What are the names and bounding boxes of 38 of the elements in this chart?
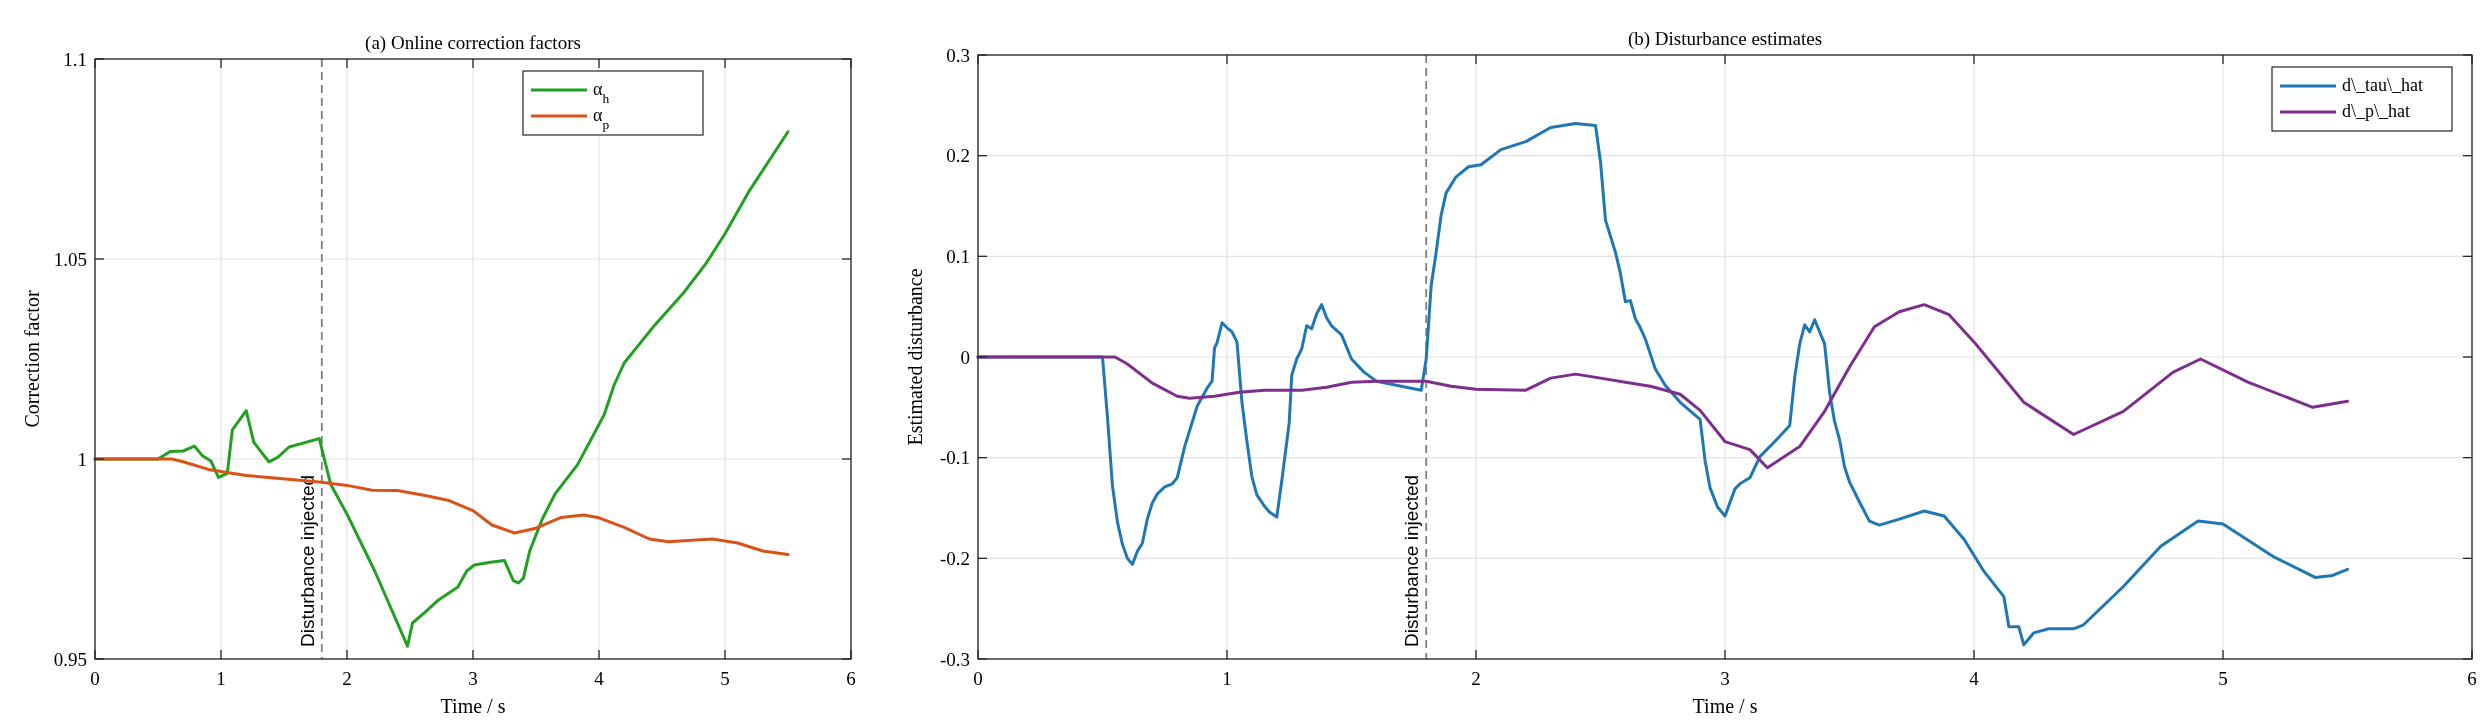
chart-title: (a) Online correction factors [365, 32, 581, 54]
y-tick-label: 0.95 [53, 648, 87, 670]
y-axis-title: Estimated disturbance [904, 268, 926, 446]
y-tick-label: 0.2 [946, 145, 970, 167]
chart-title: (b) Disturbance estimates [1627, 28, 1823, 50]
x-tick-label: 0 [90, 668, 100, 689]
y-tick-label: 1.05 [53, 248, 87, 270]
y-tick-label: 1.1 [63, 48, 87, 70]
y-tick-label: -0.1 [939, 447, 970, 469]
y-tick-label: 0.3 [946, 44, 970, 66]
x-tick-label: 3 [468, 668, 478, 689]
legend-label: α$_{p}$ [593, 105, 610, 132]
legend-label: d\_tau\_hat [2342, 75, 2423, 96]
x-tick-label: 1 [1222, 668, 1232, 689]
x-tick-label: 5 [720, 668, 730, 689]
x-tick-label: 6 [846, 668, 856, 689]
y-tick-label: 0.1 [946, 245, 970, 267]
x-tick-label: 4 [594, 668, 605, 689]
y-tick-label: -0.3 [939, 648, 970, 670]
legend-label: α$_{h}$ [593, 79, 610, 106]
y-tick-label: 1 [77, 448, 87, 470]
x-tick-label: 0 [973, 668, 983, 689]
legend-label: d\_p\_hat [2342, 101, 2410, 122]
x-tick-label: 4 [1969, 668, 1980, 689]
y-axis-title: Correction factor [21, 290, 43, 428]
ref-line-label: Disturbance injected [296, 474, 318, 647]
ref-line-label: Disturbance injected [1401, 474, 1423, 647]
x-tick-label: 6 [2467, 668, 2477, 689]
y-tick-label: -0.2 [939, 547, 970, 569]
x-tick-label: 1 [216, 668, 226, 689]
x-tick-label: 2 [342, 668, 352, 689]
y-tick-label: 0 [960, 346, 970, 368]
x-axis-title: Time / s [440, 695, 506, 717]
x-tick-label: 2 [1471, 668, 1481, 689]
x-tick-label: 3 [1720, 668, 1730, 689]
x-tick-label: 5 [2218, 668, 2228, 689]
line-series [976, 303, 2349, 470]
x-axis-title: Time / s [1692, 695, 1758, 717]
